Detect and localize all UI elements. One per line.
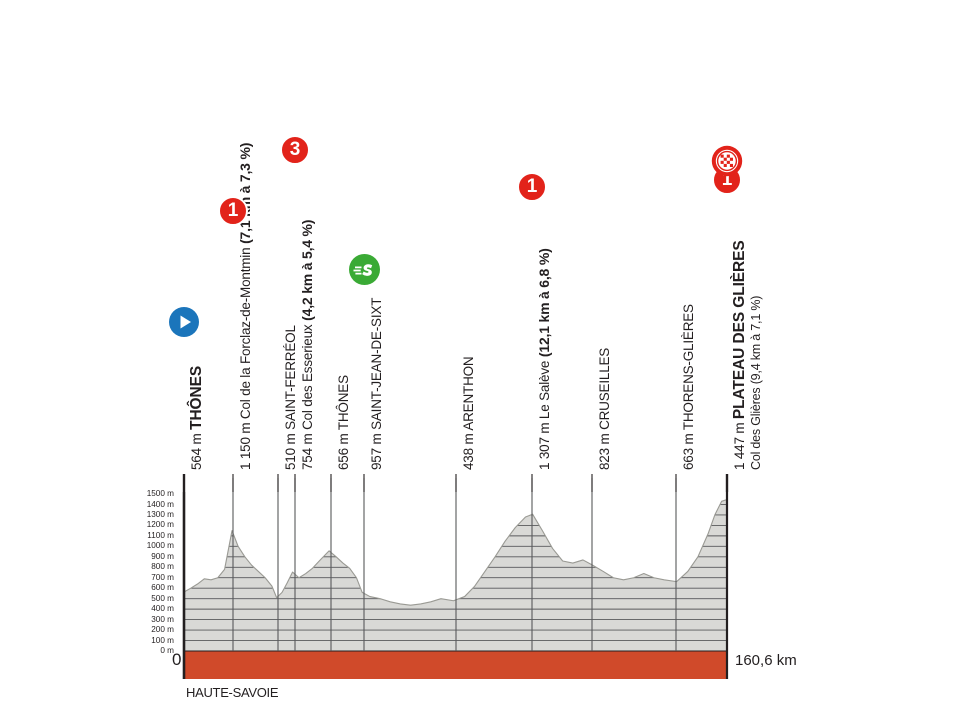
- distance-axis-bar: [184, 651, 727, 679]
- elevation-tick-500: 500 m: [151, 593, 174, 603]
- profile-outline: [183, 499, 728, 606]
- elevation-tick-100: 100 m: [151, 635, 174, 645]
- elevation-tick-1100: 1100 m: [147, 530, 174, 540]
- sprint-icon[interactable]: [348, 254, 380, 285]
- elevation-tick-700: 700 m: [151, 572, 174, 582]
- elevation-tick-600: 600 m: [151, 583, 174, 593]
- elevation-tick-900: 900 m: [151, 551, 174, 561]
- profile-area-fill: [184, 499, 727, 651]
- category-number: 1: [526, 176, 538, 197]
- category-number: 1: [721, 169, 733, 190]
- waypoint-guide-lines: [232, 478, 677, 651]
- elevation-tick-400: 400 m: [151, 604, 174, 614]
- elevation-tick-300: 300 m: [151, 614, 174, 624]
- category-3-icon[interactable]: 3: [280, 135, 310, 165]
- category-1-icon[interactable]: 1: [517, 172, 547, 202]
- category-number: 1: [227, 200, 239, 221]
- elevation-tick-1300: 1300 m: [146, 509, 174, 519]
- total-distance-label: 160,6 km: [735, 652, 797, 669]
- elevation-tick-1000: 1000 m: [146, 541, 174, 551]
- elevation-tick-800: 800 m: [151, 562, 174, 572]
- elevation-tick-1200: 1200 m: [146, 520, 174, 530]
- elevation-tick-200: 200 m: [151, 625, 174, 635]
- elevation-tick-0: 0 m: [160, 646, 174, 655]
- category-1-icon[interactable]: 1: [218, 196, 248, 226]
- elevation-tick-1400: 1400 m: [146, 499, 174, 509]
- finish-flag-icon[interactable]: [711, 145, 743, 177]
- waypoint-tick-stubs: [182, 474, 729, 492]
- category-number: 3: [289, 139, 301, 160]
- distance-zero-label: 0: [172, 650, 182, 669]
- elevation-tick-1500: 1500 m: [146, 489, 174, 498]
- start-icon[interactable]: [169, 307, 199, 337]
- region-label: HAUTE-SAVOIE: [186, 685, 279, 700]
